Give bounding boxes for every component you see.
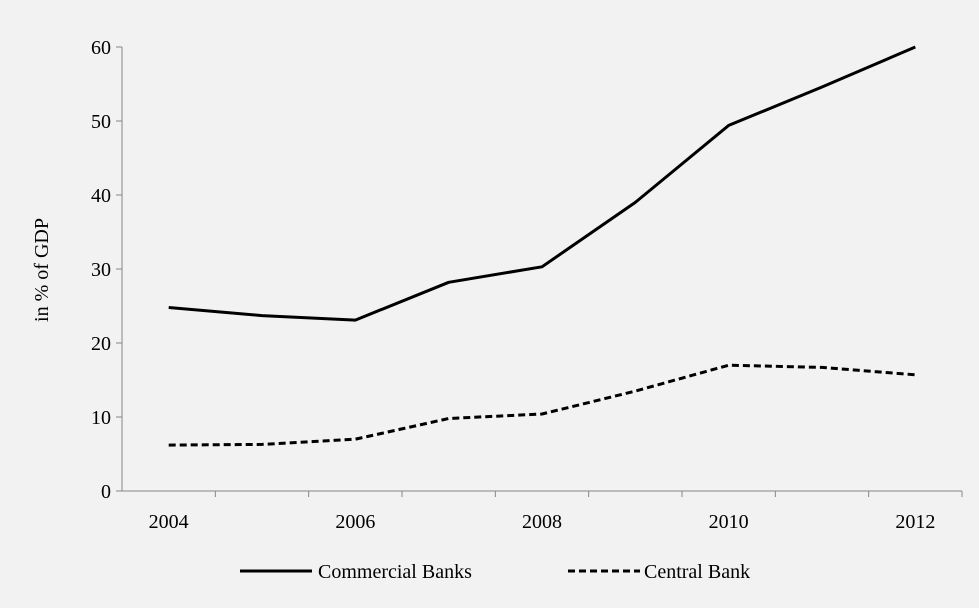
series-lines (168, 45, 916, 447)
y-tick-label: 50 (91, 111, 111, 133)
commercial-banks-line (168, 45, 916, 322)
y-tick-label: 0 (101, 481, 111, 503)
x-tick-label: 2006 (335, 511, 375, 533)
legend: Commercial Banks Central Bank (240, 561, 750, 583)
y-tick-label: 10 (91, 407, 111, 429)
x-tick-label: 2010 (709, 511, 749, 533)
legend-label: Commercial Banks (318, 561, 472, 583)
central-bank-line (168, 363, 916, 447)
y-tick-label: 20 (91, 333, 111, 355)
y-tick-label: 30 (91, 259, 111, 281)
axes: 0 10 20 30 40 50 60 2004 2006 2008 2010 2012 (91, 37, 963, 533)
legend-label: Central Bank (644, 561, 750, 583)
x-tick-label: 2004 (149, 511, 189, 533)
y-tick-label: 60 (91, 37, 111, 59)
y-axis-label: in % of GDP (31, 218, 53, 322)
y-tick-label: 40 (91, 185, 111, 207)
x-tick-label: 2012 (895, 511, 935, 533)
x-tick-label: 2008 (522, 511, 562, 533)
